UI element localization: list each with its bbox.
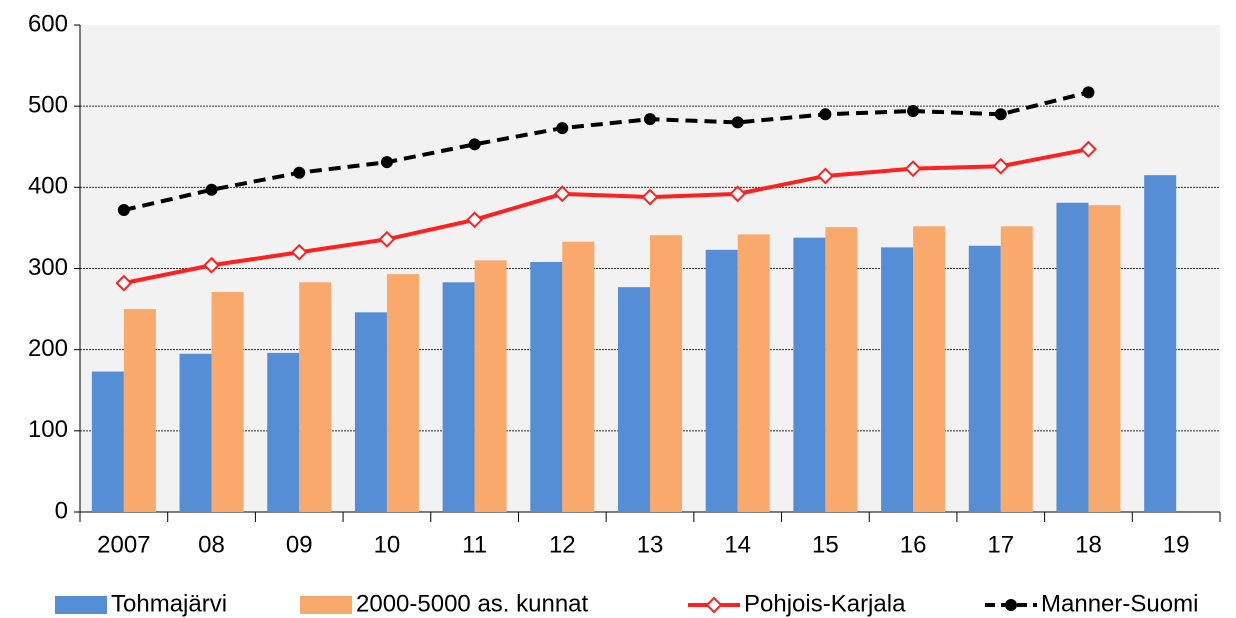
x-tick-label: 17 — [987, 531, 1014, 558]
marker — [380, 156, 393, 169]
marker — [468, 138, 481, 151]
y-tick-label: 400 — [28, 173, 68, 200]
bar — [530, 262, 563, 512]
marker — [816, 167, 834, 185]
bar — [618, 287, 650, 512]
marker — [644, 113, 656, 126]
bar — [386, 274, 419, 512]
bar — [825, 227, 858, 513]
bar — [442, 282, 475, 512]
bar — [474, 260, 507, 512]
marker — [729, 185, 747, 203]
marker — [907, 105, 920, 118]
marker — [819, 108, 832, 121]
marker — [378, 230, 396, 248]
y-tick-label: 200 — [28, 335, 68, 362]
legend-swatch — [300, 596, 352, 614]
bar — [705, 249, 738, 512]
legend-marker — [705, 596, 723, 614]
bar — [1144, 175, 1177, 513]
bar — [354, 312, 387, 512]
bar — [562, 241, 595, 512]
legend-label: Manner-Suomi — [1041, 590, 1198, 617]
x-tick-label: 10 — [374, 531, 401, 558]
marker — [466, 211, 484, 229]
marker — [904, 160, 922, 178]
y-tick-label: 0 — [55, 497, 68, 524]
marker — [641, 188, 659, 206]
x-tick-label: 16 — [900, 531, 927, 558]
bar — [211, 292, 244, 512]
bar — [650, 235, 682, 512]
y-tick-label: 100 — [28, 416, 68, 443]
marker — [994, 108, 1007, 121]
x-tick-label: 14 — [724, 531, 751, 558]
marker — [290, 243, 308, 261]
bar — [179, 353, 212, 512]
x-tick-label: 13 — [637, 531, 664, 558]
bar — [267, 352, 300, 512]
x-tick-label: 12 — [549, 531, 576, 558]
bar — [299, 282, 332, 512]
bar — [968, 245, 1001, 513]
marker — [115, 274, 133, 292]
x-tick-label: 18 — [1075, 531, 1102, 558]
marker — [1080, 140, 1097, 158]
x-tick-label: 15 — [812, 531, 839, 558]
legend-marker — [1005, 599, 1017, 611]
marker — [992, 157, 1010, 175]
y-tick-label: 600 — [28, 10, 68, 37]
legend-label: Tohmajärvi — [111, 590, 227, 617]
bar — [1088, 205, 1121, 512]
line — [123, 147, 1089, 286]
bar — [91, 371, 124, 512]
legend-label: 2000-5000 as. kunnat — [356, 590, 589, 617]
bar — [1056, 202, 1089, 512]
legend-label: Pohjois-Karjala — [744, 590, 906, 617]
bar — [737, 234, 770, 512]
x-tick-label: 19 — [1163, 531, 1190, 558]
marker — [293, 166, 306, 179]
bar — [913, 226, 946, 512]
x-tick-label: 08 — [198, 531, 225, 558]
bar — [793, 237, 826, 512]
marker — [553, 185, 571, 203]
marker — [1082, 86, 1095, 99]
x-tick-label: 11 — [462, 531, 487, 558]
y-tick-label: 500 — [28, 92, 68, 119]
x-tick-label: 09 — [286, 531, 313, 558]
marker — [731, 116, 744, 129]
legend-swatch — [55, 596, 107, 614]
bar — [1000, 226, 1033, 512]
x-tick-label: 2007 — [97, 531, 150, 558]
marker — [117, 204, 130, 217]
marker — [203, 256, 220, 274]
y-tick-label: 300 — [28, 254, 68, 281]
bar — [881, 247, 914, 512]
marker — [205, 183, 218, 196]
bar — [123, 309, 156, 512]
marker — [556, 122, 569, 135]
